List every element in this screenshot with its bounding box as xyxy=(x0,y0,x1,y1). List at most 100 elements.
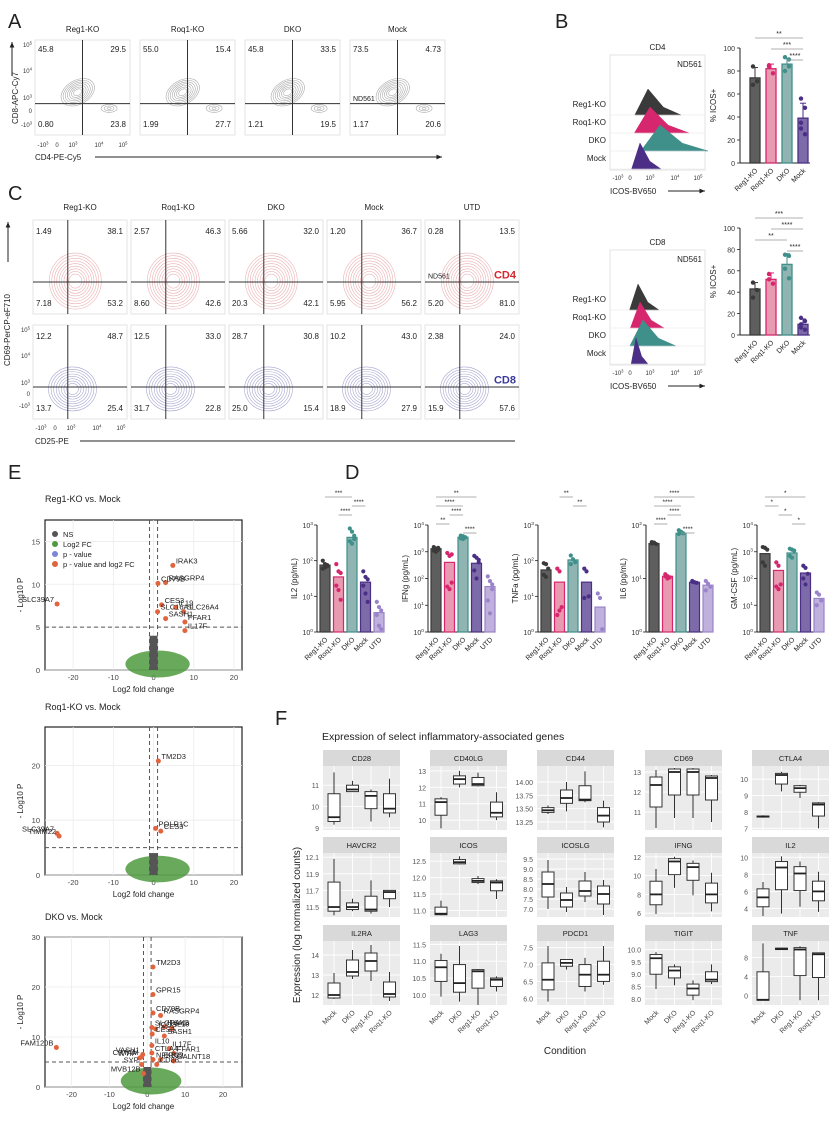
y-tick-label: 6.5 xyxy=(523,979,533,986)
data-point xyxy=(665,576,670,581)
data-point xyxy=(803,582,808,587)
y-tick-label: 101 xyxy=(631,574,642,583)
panel-c: Reg1-KO Roq1-KO DKO Mock UTD 1.49 38.1 7.18 53.2… xyxy=(3,203,520,446)
bar-mock xyxy=(688,581,701,633)
y-axis-arrow-head xyxy=(9,42,15,48)
facet-strip xyxy=(430,837,507,853)
facet-title: CTLA4 xyxy=(779,754,802,763)
y-tick-label: 10.5 xyxy=(412,976,426,983)
facet-strip xyxy=(645,837,722,853)
gene-label: TM2D3 xyxy=(161,752,186,761)
significant-gene-point xyxy=(56,833,62,839)
quadrant-ur: 43.0 xyxy=(401,332,417,341)
x-tick-label: 103 xyxy=(645,368,655,377)
x-tick-label: Mock xyxy=(682,636,699,653)
cd4-contour xyxy=(66,271,85,292)
facet-strip xyxy=(537,750,614,766)
significant-gene-point xyxy=(153,825,159,831)
y-tick-label: 11 xyxy=(419,802,426,809)
cd8-contour xyxy=(349,373,384,405)
data-point xyxy=(786,276,792,281)
cd8-contour xyxy=(352,376,381,402)
y-tick-label: 102 xyxy=(302,557,313,566)
gene-label: SLC16A1 xyxy=(161,603,193,612)
significant-gene-point xyxy=(149,1043,155,1048)
data-point xyxy=(546,566,551,571)
data-point xyxy=(792,548,797,553)
quadrant-lr: 25.4 xyxy=(107,404,123,413)
gene-label: SLC26A4 xyxy=(187,603,219,612)
cd4-contour xyxy=(357,268,381,294)
y-tick-label: 30 xyxy=(32,933,40,942)
gene-label: CES3 xyxy=(155,1025,175,1034)
y-tick-label: 8.5 xyxy=(631,985,641,992)
x-tick-label: 0 xyxy=(151,673,155,682)
y-tick-label: 6 xyxy=(744,889,748,896)
box-roq1-ko xyxy=(490,880,503,892)
data-point xyxy=(487,611,493,616)
facet-title: IFNG xyxy=(675,841,693,850)
cd4-population-contour xyxy=(100,104,118,113)
gene-label: CES3 xyxy=(164,822,184,831)
y-tick-label: 9 xyxy=(744,794,748,801)
x-tick-label: UTD xyxy=(589,636,604,651)
y-tick-label: 11.0 xyxy=(413,908,426,915)
box-mock xyxy=(327,881,341,912)
quadrant-lr: 81.0 xyxy=(499,299,515,308)
donor-annotation: ND561 xyxy=(353,96,375,103)
data-point xyxy=(754,79,760,84)
x-tick-label: UTD xyxy=(368,636,383,651)
significance-label: * xyxy=(784,508,787,515)
cd4-contour xyxy=(147,252,200,310)
y-tick-label: 40 xyxy=(727,290,735,297)
histogram-dko xyxy=(640,124,709,152)
legend-marker xyxy=(52,531,58,537)
significant-gene-point xyxy=(170,562,176,568)
legend-marker xyxy=(52,561,58,567)
x-tick-label: Mock xyxy=(536,1009,553,1026)
x-tick-label: DKO xyxy=(770,1009,786,1025)
cd8-population-contour xyxy=(281,86,295,98)
x-tick-label: -10 xyxy=(108,878,119,887)
bar-reg1-ko xyxy=(319,564,331,633)
cd8-population-contour xyxy=(73,88,83,96)
quadrant-lr: 56.2 xyxy=(401,299,417,308)
histogram-row-label: Reg1-KO xyxy=(573,100,606,109)
cd8-contour xyxy=(153,373,188,405)
y-tick-label: 7.5 xyxy=(523,897,533,904)
quadrant-ll: 7.18 xyxy=(36,299,52,308)
x-tick-label: Mock xyxy=(353,636,370,653)
data-point xyxy=(349,529,355,534)
y-tick-label: 100 xyxy=(723,226,735,233)
facet-strip xyxy=(430,750,507,766)
cd8-contour xyxy=(360,383,373,395)
data-point xyxy=(376,604,382,610)
data-point xyxy=(798,126,804,131)
gene-label: POLR1C xyxy=(159,819,190,828)
data-point xyxy=(782,252,788,257)
significant-gene-point xyxy=(153,1026,159,1032)
significant-gene-point xyxy=(181,609,187,615)
y-tick-label: 6 xyxy=(637,911,641,918)
gene-label: IRAK3 xyxy=(167,1018,189,1027)
cd8-contour xyxy=(148,368,193,409)
bar-dko xyxy=(786,552,798,633)
gene-label: VASH1 xyxy=(116,1046,140,1055)
cd4-contour xyxy=(61,265,90,297)
x-tick-label: 104 xyxy=(670,173,680,182)
quadrant-ur: 33.0 xyxy=(205,332,221,341)
y-tick-label: 105 xyxy=(23,40,33,49)
gene-label: FFAR1 xyxy=(177,1045,200,1054)
quadrant-ul: 28.7 xyxy=(232,332,248,341)
facet-title: TIGIT xyxy=(674,929,694,938)
significant-gene-point xyxy=(155,758,161,764)
panel-letter-f: F xyxy=(275,708,287,730)
quadrant-ul: 1.20 xyxy=(330,227,346,236)
donor-annotation: ND561 xyxy=(428,273,450,280)
x-axis-label: ICOS-BV650 xyxy=(610,187,657,196)
cd8-contour xyxy=(445,371,484,407)
gene-label: WTIP xyxy=(118,1049,137,1058)
y-axis-label: Expression (log normalized counts) xyxy=(292,847,303,1003)
y-tick-label: 103 xyxy=(523,521,534,530)
data-point xyxy=(570,557,576,562)
